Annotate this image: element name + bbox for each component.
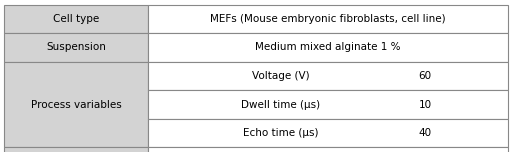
- Text: Cell type: Cell type: [53, 14, 99, 24]
- Text: 10: 10: [418, 100, 432, 110]
- Text: 40: 40: [418, 128, 432, 138]
- Bar: [4, 33, 147, 62]
- Bar: [147, 119, 508, 147]
- Text: Medium mixed alginate 1 %: Medium mixed alginate 1 %: [255, 42, 400, 52]
- Text: Dwell time (μs): Dwell time (μs): [241, 100, 321, 110]
- Bar: [147, 5, 508, 33]
- Text: Suspension: Suspension: [46, 42, 106, 52]
- Bar: [4, 147, 147, 152]
- Bar: [147, 147, 508, 152]
- Bar: [4, 5, 147, 33]
- Bar: [4, 62, 147, 147]
- Text: Voltage (V): Voltage (V): [252, 71, 310, 81]
- Text: Process variables: Process variables: [31, 100, 121, 110]
- Text: Echo time (μs): Echo time (μs): [243, 128, 318, 138]
- Text: 60: 60: [418, 71, 432, 81]
- Text: MEFs (Mouse embryonic fibroblasts, cell line): MEFs (Mouse embryonic fibroblasts, cell …: [210, 14, 445, 24]
- Bar: [147, 33, 508, 62]
- Bar: [147, 62, 508, 90]
- Bar: [147, 90, 508, 119]
